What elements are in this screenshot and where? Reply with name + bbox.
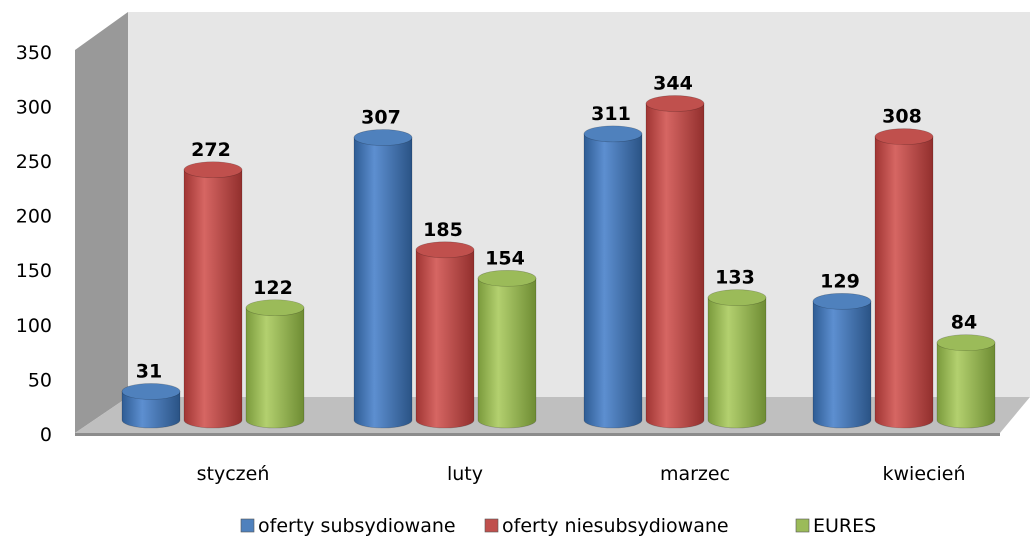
x-category-label: styczeń bbox=[197, 463, 270, 485]
x-category-label: luty bbox=[447, 463, 483, 485]
bar bbox=[353, 129, 413, 429]
bar bbox=[583, 125, 643, 429]
bar bbox=[707, 289, 767, 429]
data-labels: 31 272 122 307 185 154 311 344 133 129 308 84 bbox=[136, 73, 977, 383]
data-label: 31 bbox=[136, 360, 162, 382]
legend-swatch bbox=[240, 518, 255, 533]
data-label: 311 bbox=[591, 103, 631, 125]
legend-label: oferty subsydiowane bbox=[258, 515, 456, 537]
bar bbox=[812, 293, 872, 429]
data-label: 84 bbox=[951, 312, 977, 334]
legend-swatch bbox=[795, 518, 810, 533]
bar bbox=[121, 383, 181, 429]
data-label: 122 bbox=[253, 277, 293, 299]
data-label: 272 bbox=[191, 139, 231, 161]
legend-label: oferty niesubsydiowane bbox=[502, 515, 729, 537]
bar bbox=[874, 128, 934, 429]
data-label: 133 bbox=[715, 267, 755, 289]
bars bbox=[121, 95, 996, 429]
y-tick-label: 0 bbox=[40, 424, 52, 446]
y-tick-label: 50 bbox=[28, 369, 52, 391]
data-label: 185 bbox=[423, 219, 463, 241]
data-label: 129 bbox=[820, 270, 860, 292]
legend-label: EURES bbox=[813, 515, 876, 537]
chart-side-wall bbox=[75, 12, 128, 433]
legend-swatch bbox=[484, 518, 499, 533]
chart-floor bbox=[75, 397, 1030, 433]
y-tick-label: 350 bbox=[16, 42, 52, 64]
bar bbox=[183, 161, 243, 429]
legend-item: EURES bbox=[795, 515, 876, 537]
bar bbox=[415, 241, 475, 429]
bar bbox=[245, 299, 305, 429]
legend-item: oferty niesubsydiowane bbox=[484, 515, 729, 537]
y-tick-label: 100 bbox=[16, 315, 52, 337]
x-axis-labels: styczeń luty marzec kwiecień bbox=[197, 463, 966, 485]
legend-item: oferty subsydiowane bbox=[240, 515, 456, 537]
y-axis-ticks: 0 50 100 150 200 250 300 350 bbox=[16, 42, 52, 446]
bar bbox=[936, 334, 996, 429]
data-label: 154 bbox=[485, 247, 525, 269]
legend: oferty subsydiowane oferty niesubsydiowan… bbox=[240, 515, 876, 537]
bar bbox=[477, 270, 537, 429]
data-label: 307 bbox=[361, 107, 401, 129]
x-category-label: marzec bbox=[660, 463, 730, 485]
y-tick-label: 250 bbox=[16, 151, 52, 173]
data-label: 308 bbox=[882, 106, 922, 128]
y-tick-label: 200 bbox=[16, 206, 52, 228]
y-tick-label: 150 bbox=[16, 260, 52, 282]
chart-back-wall bbox=[128, 12, 1030, 397]
chart-floor-front-edge bbox=[75, 433, 1000, 436]
bar bbox=[645, 95, 705, 429]
data-label: 344 bbox=[653, 73, 693, 95]
x-category-label: kwiecień bbox=[883, 463, 966, 485]
y-tick-label: 300 bbox=[16, 96, 52, 118]
